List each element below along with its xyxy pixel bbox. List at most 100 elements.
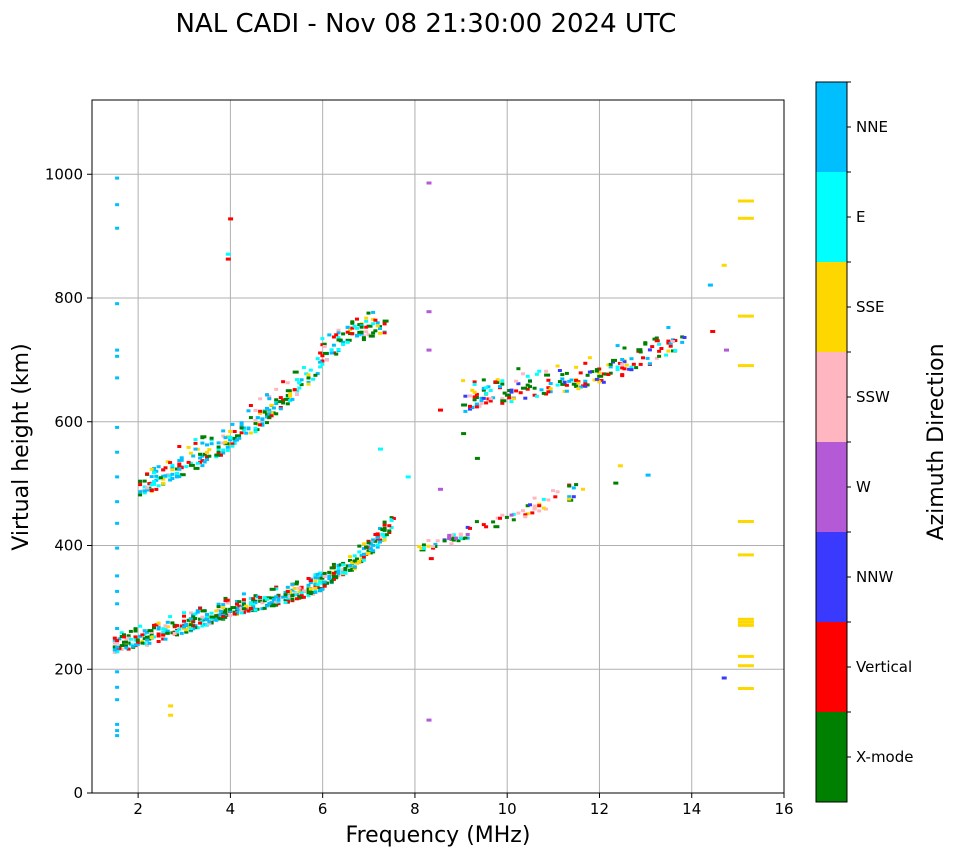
echo-point	[426, 539, 431, 542]
echo-point	[276, 400, 283, 404]
echo-point	[322, 575, 327, 578]
echo-point	[737, 520, 754, 523]
y-tick-label: 600	[54, 413, 83, 431]
echo-point	[327, 574, 332, 578]
y-tick-label: 800	[54, 289, 83, 307]
echo-point	[216, 617, 223, 621]
echo-point	[451, 533, 456, 537]
echo-point	[495, 516, 500, 520]
echo-point	[306, 583, 311, 587]
echo-point	[514, 379, 519, 383]
echo-point	[188, 621, 193, 625]
echo-point	[525, 374, 530, 378]
echo-point	[209, 438, 214, 442]
echo-point	[601, 380, 606, 384]
echo-point	[320, 343, 325, 347]
echo-point	[115, 302, 120, 306]
echo-point	[498, 385, 502, 389]
echo-point	[214, 453, 221, 457]
echo-point	[620, 358, 625, 361]
echo-point	[331, 351, 336, 355]
echo-point	[258, 397, 263, 401]
echo-point	[248, 601, 253, 605]
echo-point	[659, 347, 664, 350]
echo-point	[278, 396, 283, 400]
echo-point	[182, 625, 186, 629]
echo-point	[267, 415, 272, 419]
echo-point	[647, 362, 652, 366]
echo-point	[737, 216, 754, 220]
echo-point	[239, 431, 244, 435]
echo-point	[163, 624, 168, 628]
echo-point	[620, 366, 625, 370]
echo-point	[680, 335, 685, 339]
echo-point	[241, 607, 246, 611]
echo-point	[145, 630, 150, 634]
echo-point	[313, 582, 318, 585]
echo-point	[267, 412, 272, 416]
echo-point	[265, 597, 269, 601]
echo-point	[484, 386, 489, 390]
echo-point	[193, 441, 198, 445]
echo-point	[140, 633, 145, 637]
echo-point	[308, 591, 313, 594]
echo-point	[382, 526, 387, 530]
echo-point	[368, 551, 373, 555]
echo-point	[666, 349, 671, 353]
echo-point	[138, 624, 143, 628]
echo-point	[225, 448, 230, 452]
echo-point	[179, 466, 184, 470]
echo-point	[357, 330, 364, 334]
echo-point	[156, 465, 161, 469]
echo-point	[373, 329, 378, 333]
echo-point	[671, 338, 675, 342]
echo-point	[673, 339, 678, 342]
echo-point	[115, 698, 120, 702]
echo-point	[357, 544, 362, 548]
echo-point	[288, 392, 293, 396]
echo-point	[281, 380, 286, 384]
echo-point	[382, 538, 387, 542]
echo-point	[112, 651, 117, 654]
echo-point	[474, 402, 479, 406]
echo-point	[260, 417, 265, 421]
echo-point	[274, 402, 279, 405]
echo-point	[378, 538, 382, 542]
echo-point	[145, 643, 150, 647]
echo-point	[152, 482, 156, 486]
echo-point	[461, 403, 468, 407]
echo-point	[318, 580, 323, 584]
echo-point	[348, 564, 352, 568]
echo-point	[232, 430, 237, 433]
echo-point	[528, 379, 532, 383]
echo-point	[571, 382, 578, 386]
echo-point	[156, 627, 161, 631]
echo-point	[488, 389, 493, 392]
echo-point	[267, 397, 272, 401]
echo-point	[258, 599, 263, 603]
echo-point	[301, 595, 306, 599]
echo-point	[373, 533, 378, 536]
echo-point	[352, 559, 357, 563]
echo-point	[341, 571, 346, 575]
echo-point	[191, 454, 196, 458]
echo-point	[297, 381, 302, 385]
echo-point	[163, 466, 168, 470]
echo-point	[297, 586, 302, 590]
echo-point	[228, 614, 233, 617]
echo-point	[737, 617, 754, 621]
echo-point	[463, 394, 468, 398]
echo-point	[168, 474, 173, 478]
echo-point	[336, 566, 341, 570]
echo-point	[348, 568, 354, 572]
echo-point	[548, 387, 553, 391]
echo-point	[315, 576, 320, 580]
echo-point	[193, 438, 198, 442]
echo-point	[491, 520, 496, 524]
echo-point	[216, 448, 221, 452]
echo-point	[523, 396, 528, 400]
echo-point	[313, 588, 318, 592]
echo-point	[152, 623, 156, 627]
echo-point	[504, 515, 509, 519]
echo-point	[320, 359, 325, 363]
